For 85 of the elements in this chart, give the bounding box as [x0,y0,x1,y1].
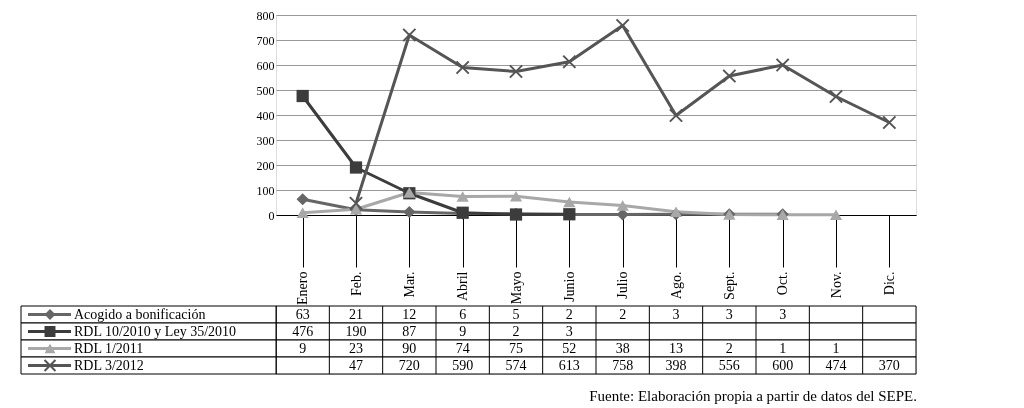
x-tick-label: Ago. [668,271,684,300]
point [402,27,417,43]
point [668,108,684,123]
data-label: 90 [402,340,417,356]
point [456,191,469,202]
data-label: 3 [779,306,787,322]
data-label: 52 [562,340,577,356]
point [296,207,309,219]
x-tick-label: Mar. [401,271,417,298]
data-label: 190 [345,323,367,339]
data-label: 75 [509,340,523,356]
data-label: 3 [672,306,680,322]
y-tick-label: 200 [256,158,275,173]
legend-label: RDL 3/2012 [74,357,144,373]
data-label: 38 [615,340,630,356]
point [882,115,897,130]
point [722,68,737,84]
x-tick-label: Junio [561,271,577,302]
point [455,60,470,75]
data-label: 574 [505,357,527,373]
point [508,64,524,79]
data-label: 476 [292,323,314,339]
point [828,89,844,104]
point [615,18,630,33]
data-label: 720 [398,357,420,373]
data-label: 74 [455,340,470,356]
point [509,190,523,202]
y-tick-label: 100 [256,183,275,198]
data-label: 47 [349,357,363,373]
data-label: 1 [832,340,840,356]
point [296,89,309,103]
legend-label: RDL 1/2011 [74,340,144,356]
data-label: 600 [772,357,794,373]
data-label: 63 [295,306,310,322]
data-label: 87 [402,323,417,339]
y-tick-label: 400 [256,108,275,123]
point [616,200,629,211]
y-tick-label: 600 [256,58,275,73]
x-tick-label: Julio [615,271,631,299]
data-label: 758 [612,357,634,373]
data-label: 23 [349,340,363,356]
data-label: 3 [565,323,573,339]
data-label: 21 [349,306,363,322]
y-tick-label: 700 [256,33,275,48]
y-tick-label: 0 [268,208,275,223]
point [562,54,577,69]
x-tick-label: Abril [455,271,471,302]
point [775,57,790,73]
point [296,193,309,206]
data-label: 590 [452,357,474,373]
data-label: 2 [512,323,520,339]
data-label: 3 [725,306,733,322]
data-label: 6 [459,306,467,322]
data-label: 474 [825,357,847,373]
legend-label: RDL 10/2010 y Ley 35/2010 [74,323,237,339]
y-tick-label: 300 [256,133,275,148]
data-label: 613 [558,357,580,373]
data-label: 370 [878,357,900,373]
x-tick-label: Mayo [508,271,524,305]
y-tick-label: 800 [256,8,275,23]
point [403,205,416,219]
point [348,196,364,211]
data-label: 2 [619,306,627,322]
x-tick-label: Nov. [828,271,844,299]
data-label: 5 [512,306,520,322]
data-label: 398 [665,357,687,373]
x-tick-label: Dic. [881,271,897,296]
x-tick-label: Oct. [775,271,791,296]
source-note: Fuente: Elaboración propia a partir de datos del SEPE. [589,388,917,405]
x-tick-label: Sept. [721,271,737,300]
y-tick-label: 500 [256,83,275,98]
data-label: 556 [718,357,740,373]
x-tick-label: Feb. [348,271,364,296]
data-label: 1 [779,340,787,356]
x-tick-label: Enero [295,271,311,305]
point [829,209,843,221]
data-label: 13 [669,340,683,356]
data-label: 2 [725,340,733,356]
legend-label: Acogido a bonificación [74,306,206,322]
data-label: 12 [402,306,417,322]
point [563,196,576,208]
data-label: 9 [299,340,307,356]
data-label: 9 [459,323,467,339]
point [349,161,363,174]
data-label: 2 [565,306,573,322]
